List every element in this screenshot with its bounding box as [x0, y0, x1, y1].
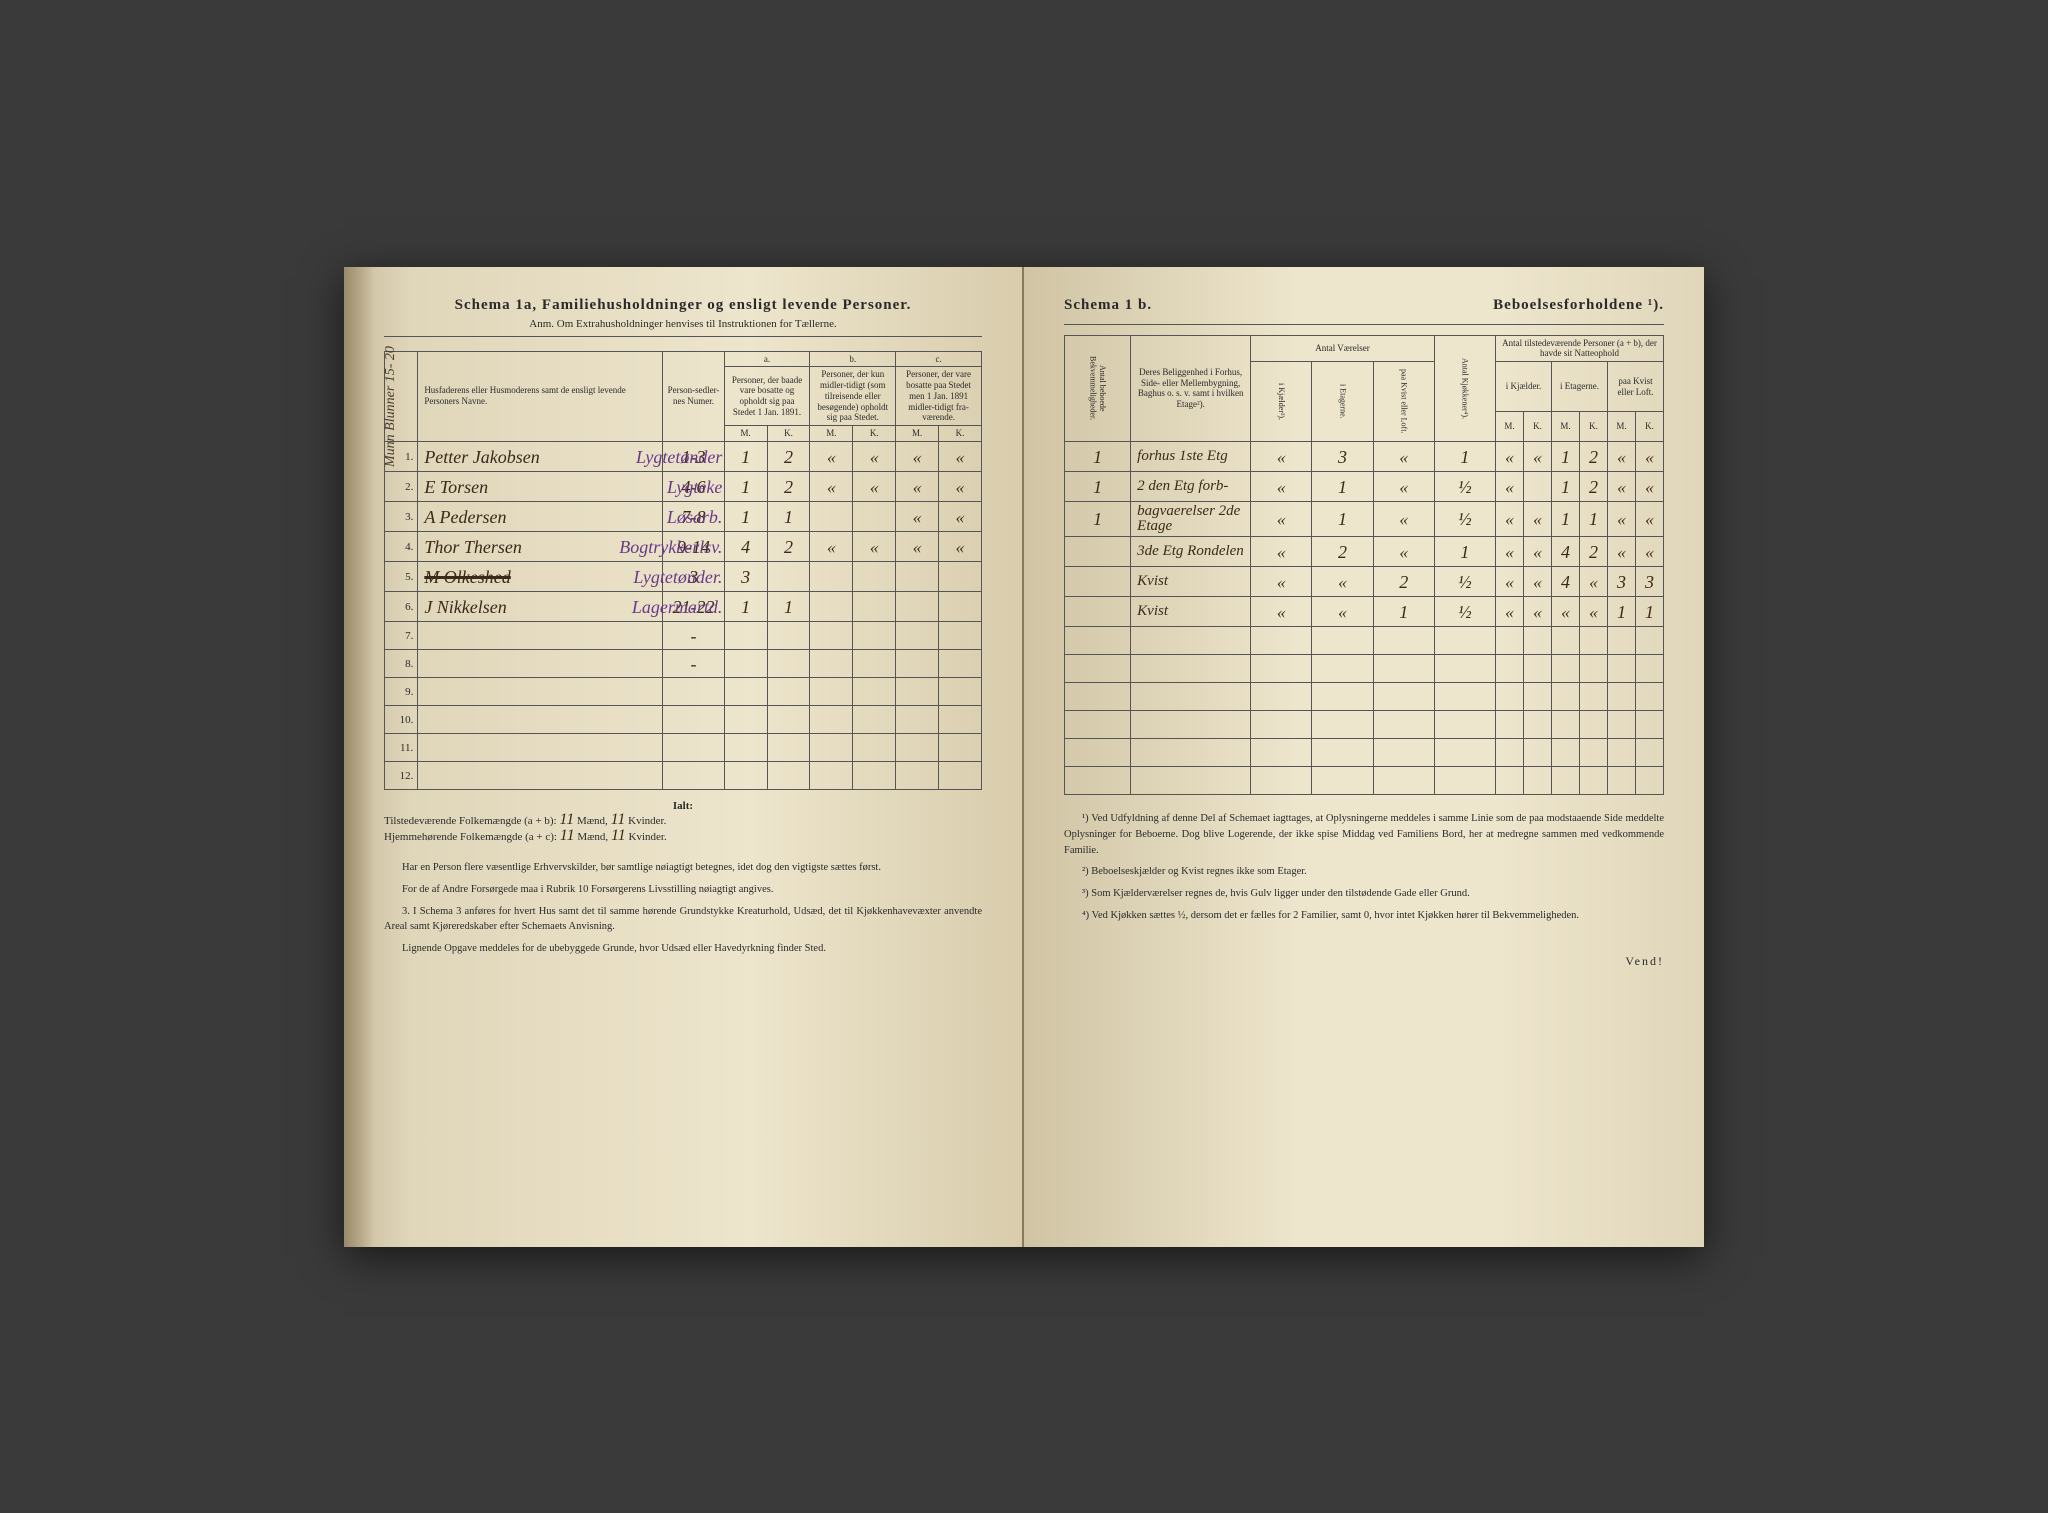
table-row	[1065, 655, 1664, 683]
totals-block: Ialt: Tilstedeværende Folkemængde (a + b…	[384, 800, 982, 844]
hdr-kjok: Antal Kjøkkener⁴).	[1434, 335, 1495, 442]
right-page: Schema 1 b. Beboelsesforholdene ¹). Anta…	[1024, 267, 1704, 1247]
table-row: 9.	[385, 678, 982, 706]
table-row	[1065, 711, 1664, 739]
hdr-tilst: Antal tilstedeværende Personer (a + b), …	[1496, 335, 1664, 362]
table-row	[1065, 627, 1664, 655]
hdr-b-text: Personer, der kun midler-tidigt (som til…	[810, 367, 896, 426]
vend-label: Vend!	[1064, 954, 1664, 969]
hdr-name: Husfaderens eller Husmoderens samt de en…	[418, 351, 663, 442]
hdr-c: c.	[896, 351, 982, 367]
right-table: Antal beboede Bekvemmeligheder. Deres Be…	[1064, 335, 1664, 796]
hdr-a: a.	[724, 351, 810, 367]
left-footer: Har en Person flere væsentlige Erhvervsk…	[384, 860, 982, 957]
hdr-bek: Antal beboede Bekvemmeligheder.	[1065, 335, 1131, 442]
census-book: Munn Blunner 15- 20 Schema 1a, Familiehu…	[344, 267, 1704, 1247]
table-row: 1. Petter JakobsenLygtetønder 1-3 12 «« …	[385, 442, 982, 472]
table-row	[1065, 683, 1664, 711]
table-row: 1 forhus 1ste Etg «3« 1 «« 12 ««	[1065, 442, 1664, 472]
hdr-vaer: Antal Værelser	[1251, 335, 1435, 362]
table-row: 8. -	[385, 650, 982, 678]
table-row	[1065, 739, 1664, 767]
table-row: 3. A PedersenLøsarb. 7-8 11 ««	[385, 502, 982, 532]
margin-note: Munn Blunner 15- 20	[384, 346, 398, 467]
table-row: 4. Thor ThersenBogtrykkerlsv. 9-14 42 ««…	[385, 532, 982, 562]
schema1b-sub: Beboelsesforholdene ¹).	[1493, 297, 1664, 314]
hdr-psn: Person-sedler-nes Numer.	[663, 351, 724, 442]
schema1b: Schema 1 b.	[1064, 297, 1152, 314]
table-row	[1065, 767, 1664, 795]
hdr-belig: Deres Beliggenhed i Forhus, Side- eller …	[1131, 335, 1251, 442]
table-row: Kvist ««2 ½ «« 4« 33	[1065, 567, 1664, 597]
hdr-b: b.	[810, 351, 896, 367]
table-row: 1 2 den Etg forb- «1« ½ « 12 ««	[1065, 472, 1664, 502]
table-row: 7. -	[385, 622, 982, 650]
table-row: 6. J NikkelsenLagermartd. 21-22 11	[385, 592, 982, 622]
schema-title: Schema 1a, Familiehusholdninger og ensli…	[384, 297, 982, 314]
table-row: 2. E TorsenLygteke 4-6 12 «« ««	[385, 472, 982, 502]
left-page: Munn Blunner 15- 20 Schema 1a, Familiehu…	[344, 267, 1024, 1247]
table-row: 1 bagvaerelser 2de Etage «1« ½ «« 11 ««	[1065, 502, 1664, 537]
table-row: 11.	[385, 734, 982, 762]
table-row: 5. M OlkeshedLygtetønder. 3 3	[385, 562, 982, 592]
table-row: 10.	[385, 706, 982, 734]
right-footer: ¹) Ved Udfyldning af denne Del af Schema…	[1064, 811, 1664, 924]
schema-subtitle: Anm. Om Extrahusholdninger henvises til …	[384, 318, 982, 337]
hdr-c-text: Personer, der vare bosatte paa Stedet me…	[896, 367, 982, 426]
table-row: 3de Etg Rondelen «2« 1 «« 42 ««	[1065, 537, 1664, 567]
table-row: Kvist ««1 ½ «« «« 11	[1065, 597, 1664, 627]
left-table: Husfaderens eller Husmoderens samt de en…	[384, 351, 982, 791]
hdr-a-text: Personer, der baade vare bosatte og opho…	[724, 367, 810, 426]
table-row: 12.	[385, 762, 982, 790]
